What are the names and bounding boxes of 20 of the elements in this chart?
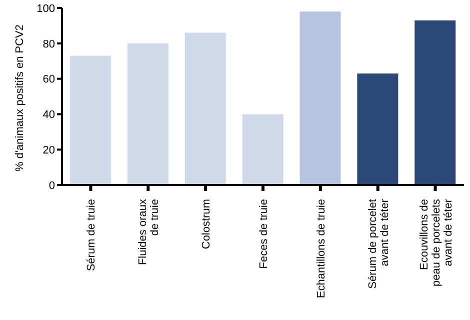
bar [127,43,168,185]
x-tick-label: Colostrum [200,199,213,250]
y-tick-label: 40 [42,109,55,122]
x-tick-label: Echantillons de truie [315,199,328,298]
x-tick-label: Sérum de porcelet avant de téter [366,198,391,289]
bar [184,32,226,185]
bar [357,73,398,185]
y-tick-label: 0 [48,180,55,192]
x-tick-label: Feces de truie [258,199,270,269]
x-tick-label: Sérum de truie [86,199,98,272]
y-tick-label: 60 [42,74,55,86]
y-tick-label: 80 [42,38,55,50]
bar [242,114,284,185]
y-axis-title: % d'animaux positifs en PCV2 [14,24,26,172]
y-tick-label: 20 [42,144,55,157]
y-tick-label: 100 [36,2,55,15]
x-tick-label: Fluides oraux de truie [137,198,162,266]
bar [414,20,456,185]
bar [70,56,112,185]
bar [300,12,341,185]
